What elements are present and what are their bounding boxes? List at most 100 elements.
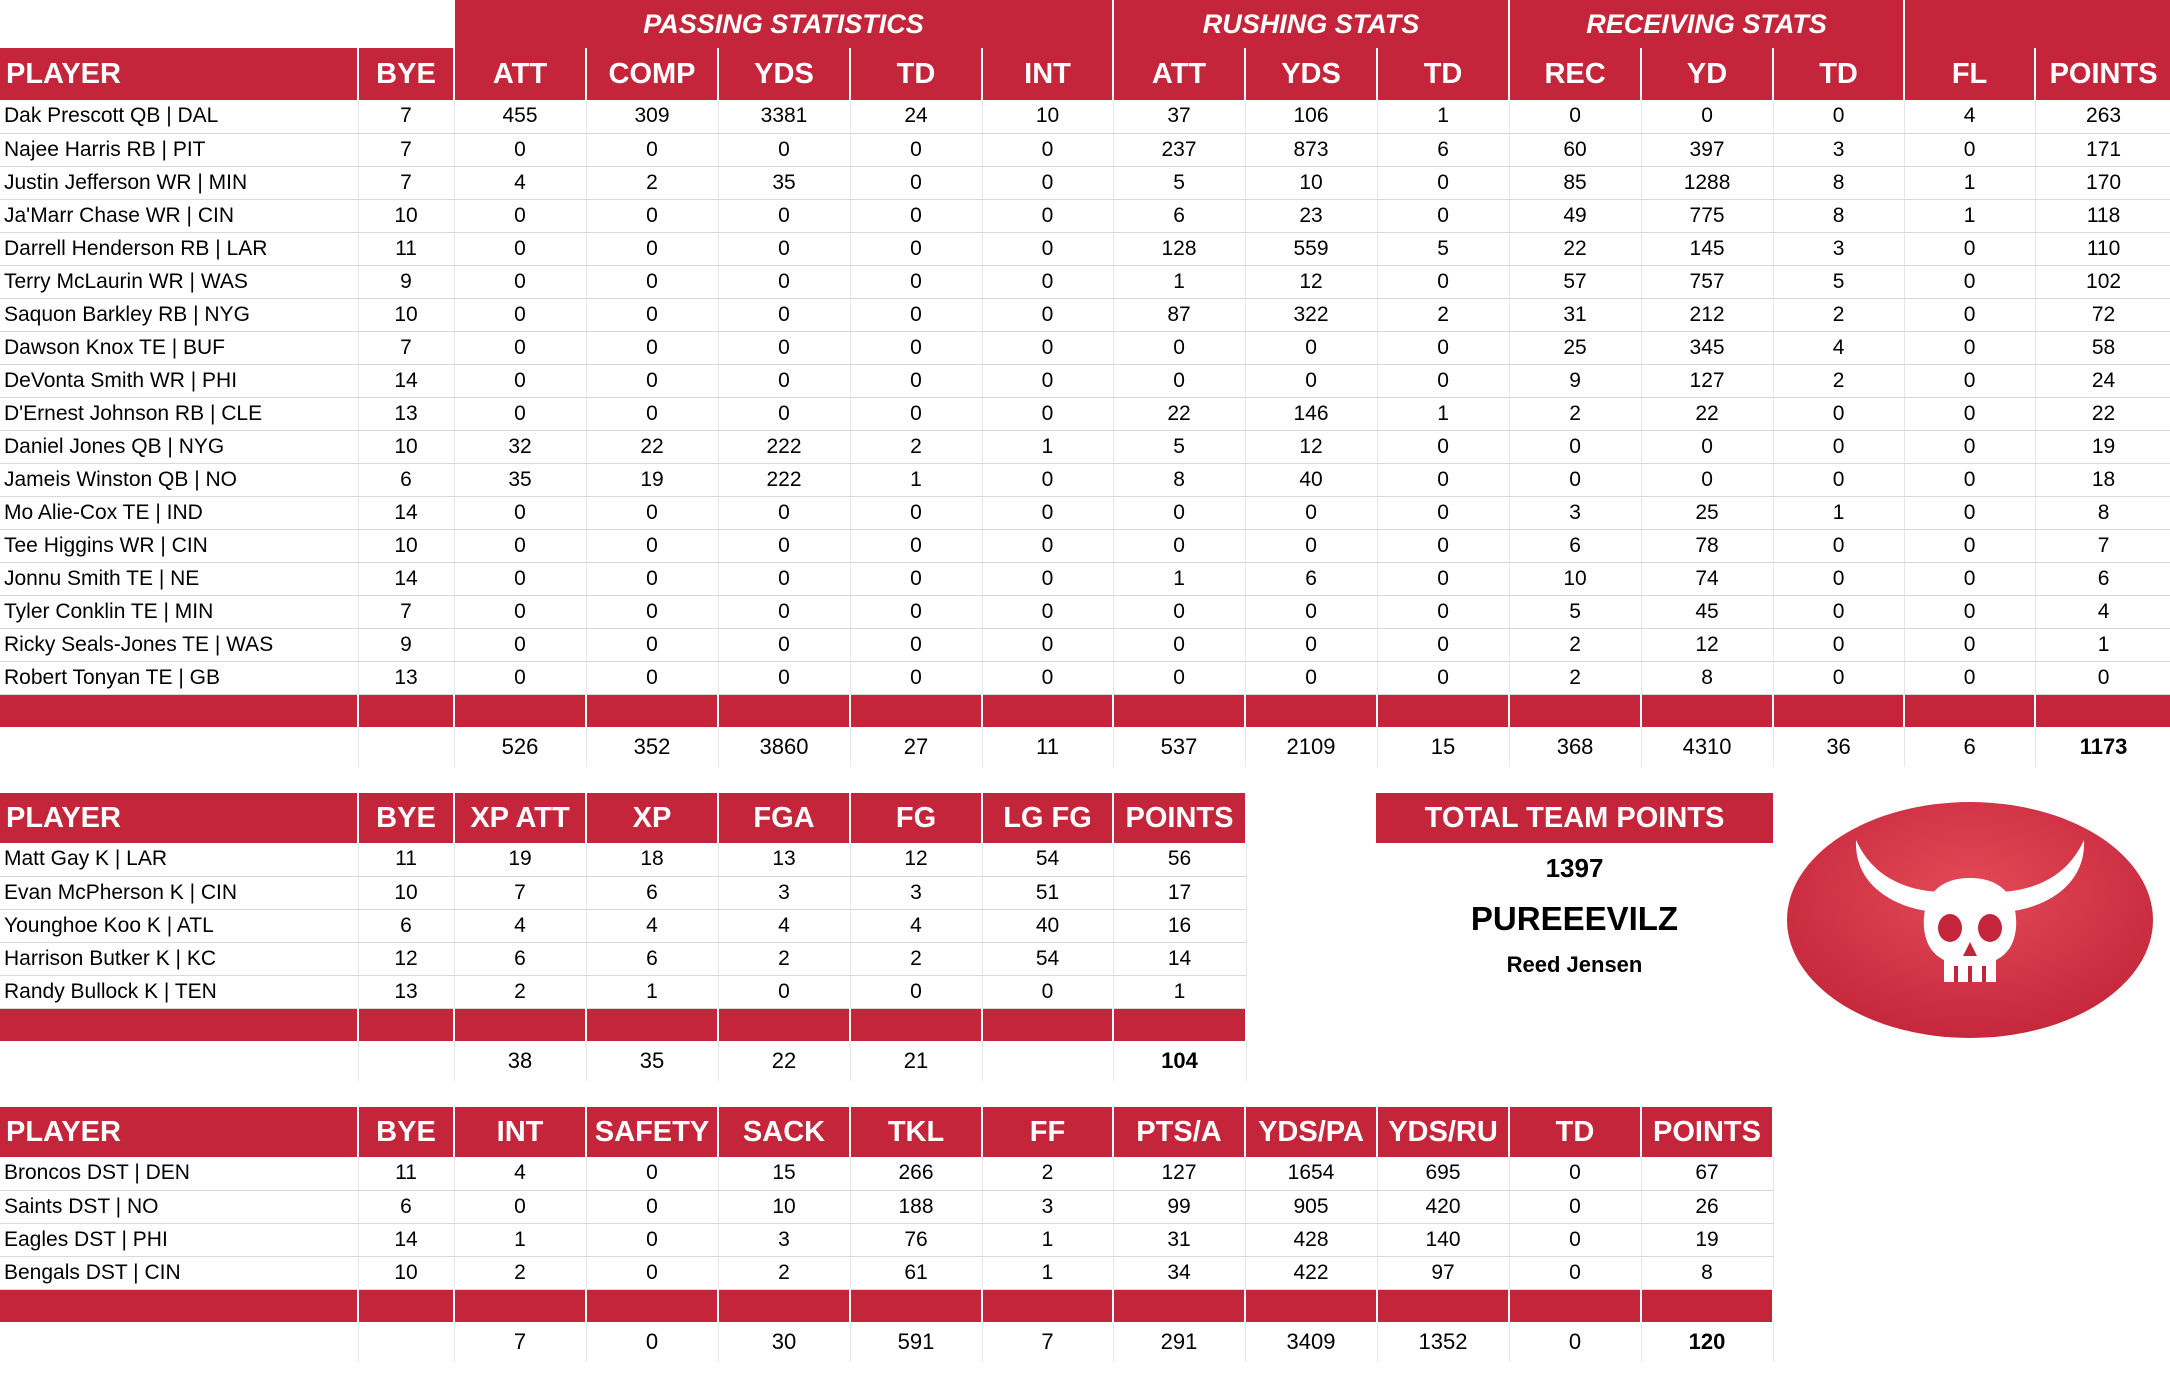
stat-cell: 3 — [1773, 232, 1905, 266]
stat-cell: 0 — [1773, 562, 1905, 596]
stat-cell: 11 — [358, 1157, 455, 1191]
group-receiving: RECEIVING STATS — [1509, 0, 1906, 48]
player-name-cell: Matt Gay K | LAR — [0, 843, 359, 877]
column-header: PLAYER — [0, 1107, 359, 1157]
player-name-cell: Younghoe Koo K | ATL — [0, 909, 359, 943]
stat-cell: 0 — [1904, 496, 2036, 530]
player-name-cell: Dawson Knox TE | BUF — [0, 331, 359, 365]
total-team-points-label: TOTAL TEAM POINTS — [1376, 793, 1773, 843]
stat-cell: 24 — [850, 100, 983, 134]
stat-cell: 0 — [1509, 1190, 1642, 1224]
stat-cell: 0 — [982, 265, 1114, 299]
total-cell: 4310 — [1641, 727, 1774, 767]
stat-cell: 0 — [586, 397, 719, 431]
table-row: Saints DST | NO 6 0 0 10 188 3 99 905 420 0 26 — [0, 1190, 1774, 1224]
stat-cell: 0 — [1509, 1223, 1642, 1257]
stat-cell: 0 — [1113, 331, 1246, 365]
stat-cell: 14 — [358, 1223, 455, 1257]
column-header: FGA — [718, 793, 851, 843]
stat-cell: 0 — [1904, 430, 2036, 464]
stat-cell: 6 — [358, 1190, 455, 1224]
column-header: PLAYER — [0, 793, 359, 843]
stat-cell: 0 — [586, 529, 719, 563]
column-header-row: PLAYER BYE ATT COMP YDS TD INT ATT YDS TD REC YD TD F… — [0, 48, 2170, 100]
stat-cell: 3 — [1509, 496, 1642, 530]
stat-cell: 0 — [850, 298, 983, 332]
stat-cell: 0 — [718, 364, 851, 398]
stat-cell: 10 — [1245, 166, 1378, 200]
stat-cell: 9 — [1509, 364, 1642, 398]
stat-cell: 0 — [1377, 364, 1510, 398]
stat-cell: 0 — [1113, 595, 1246, 629]
stat-cell: 0 — [718, 595, 851, 629]
total-cell: 7 — [982, 1322, 1114, 1362]
stat-cell: 1 — [2035, 628, 2170, 662]
total-cell: 537 — [1113, 727, 1246, 767]
stat-cell: 2 — [1509, 397, 1642, 431]
stat-cell: 1 — [1113, 562, 1246, 596]
stat-cell: 51 — [982, 876, 1114, 910]
stat-cell: 873 — [1245, 133, 1378, 167]
stat-cell: 3 — [718, 1223, 851, 1257]
stat-cell: 9 — [358, 628, 455, 662]
stat-cell: 0 — [1641, 100, 1774, 134]
group-header-row: PASSING STATISTICS RUSHING STATS RECEIVI… — [0, 0, 2170, 48]
stat-cell: 0 — [1509, 463, 1642, 497]
stat-cell: 26 — [1641, 1190, 1774, 1224]
player-name-cell: Mo Alie-Cox TE | IND — [0, 496, 359, 530]
stat-cell: 0 — [454, 133, 587, 167]
stat-cell: 345 — [1641, 331, 1774, 365]
stat-cell: 0 — [454, 265, 587, 299]
stat-cell: 6 — [586, 876, 719, 910]
stat-cell: 0 — [586, 133, 719, 167]
stat-cell: 54 — [982, 843, 1114, 877]
stat-cell: 1 — [1773, 496, 1905, 530]
stat-cell: 0 — [982, 529, 1114, 563]
stat-cell: 40 — [1245, 463, 1378, 497]
player-name-cell: Terry McLaurin WR | WAS — [0, 265, 359, 299]
stat-cell: 1654 — [1245, 1157, 1378, 1191]
stat-cell: 0 — [1509, 1256, 1642, 1290]
stat-cell: 19 — [1641, 1223, 1774, 1257]
stat-cell: 0 — [982, 496, 1114, 530]
stat-cell: 222 — [718, 430, 851, 464]
stat-cell: 14 — [1113, 942, 1247, 976]
stat-cell: 72 — [2035, 298, 2170, 332]
stat-cell: 0 — [586, 1223, 719, 1257]
stat-cell: 61 — [850, 1256, 983, 1290]
stat-cell: 0 — [586, 595, 719, 629]
player-name-cell: Harrison Butker K | KC — [0, 942, 359, 976]
stat-cell: 0 — [586, 628, 719, 662]
stat-cell: 67 — [1641, 1157, 1774, 1191]
stat-cell: 559 — [1245, 232, 1378, 266]
stat-cell: 4 — [454, 909, 587, 943]
stat-cell: 0 — [718, 133, 851, 167]
total-cell — [0, 727, 359, 767]
total-cell: 21 — [850, 1041, 983, 1081]
stat-cell: 1 — [850, 463, 983, 497]
stat-cell: 7 — [358, 133, 455, 167]
total-cell: 352 — [586, 727, 719, 767]
stat-cell: 0 — [850, 496, 983, 530]
stat-cell: 127 — [1113, 1157, 1246, 1191]
stat-cell: 6 — [454, 942, 587, 976]
column-header: TKL — [850, 1107, 983, 1157]
stat-cell: 0 — [1377, 265, 1510, 299]
stat-cell: 57 — [1509, 265, 1642, 299]
stat-cell: 19 — [586, 463, 719, 497]
total-cell: 35 — [586, 1041, 719, 1081]
column-header: ATT — [454, 48, 587, 100]
stat-cell: 7 — [358, 595, 455, 629]
stat-cell: 6 — [358, 909, 455, 943]
stat-cell: 118 — [2035, 199, 2170, 233]
column-header: YD — [1641, 48, 1775, 100]
stat-cell: 0 — [1377, 529, 1510, 563]
table-row: Jonnu Smith TE | NE 14 0 0 0 0 0 1 6 0 10 74 0 0 6 — [0, 562, 2170, 596]
stat-cell: 5 — [1509, 595, 1642, 629]
stat-cell: 4 — [2035, 595, 2170, 629]
stat-cell: 0 — [454, 298, 587, 332]
total-cell: 3409 — [1245, 1322, 1378, 1362]
stat-cell: 10 — [1509, 562, 1642, 596]
stat-cell: 8 — [1113, 463, 1246, 497]
stat-cell: 0 — [1377, 331, 1510, 365]
